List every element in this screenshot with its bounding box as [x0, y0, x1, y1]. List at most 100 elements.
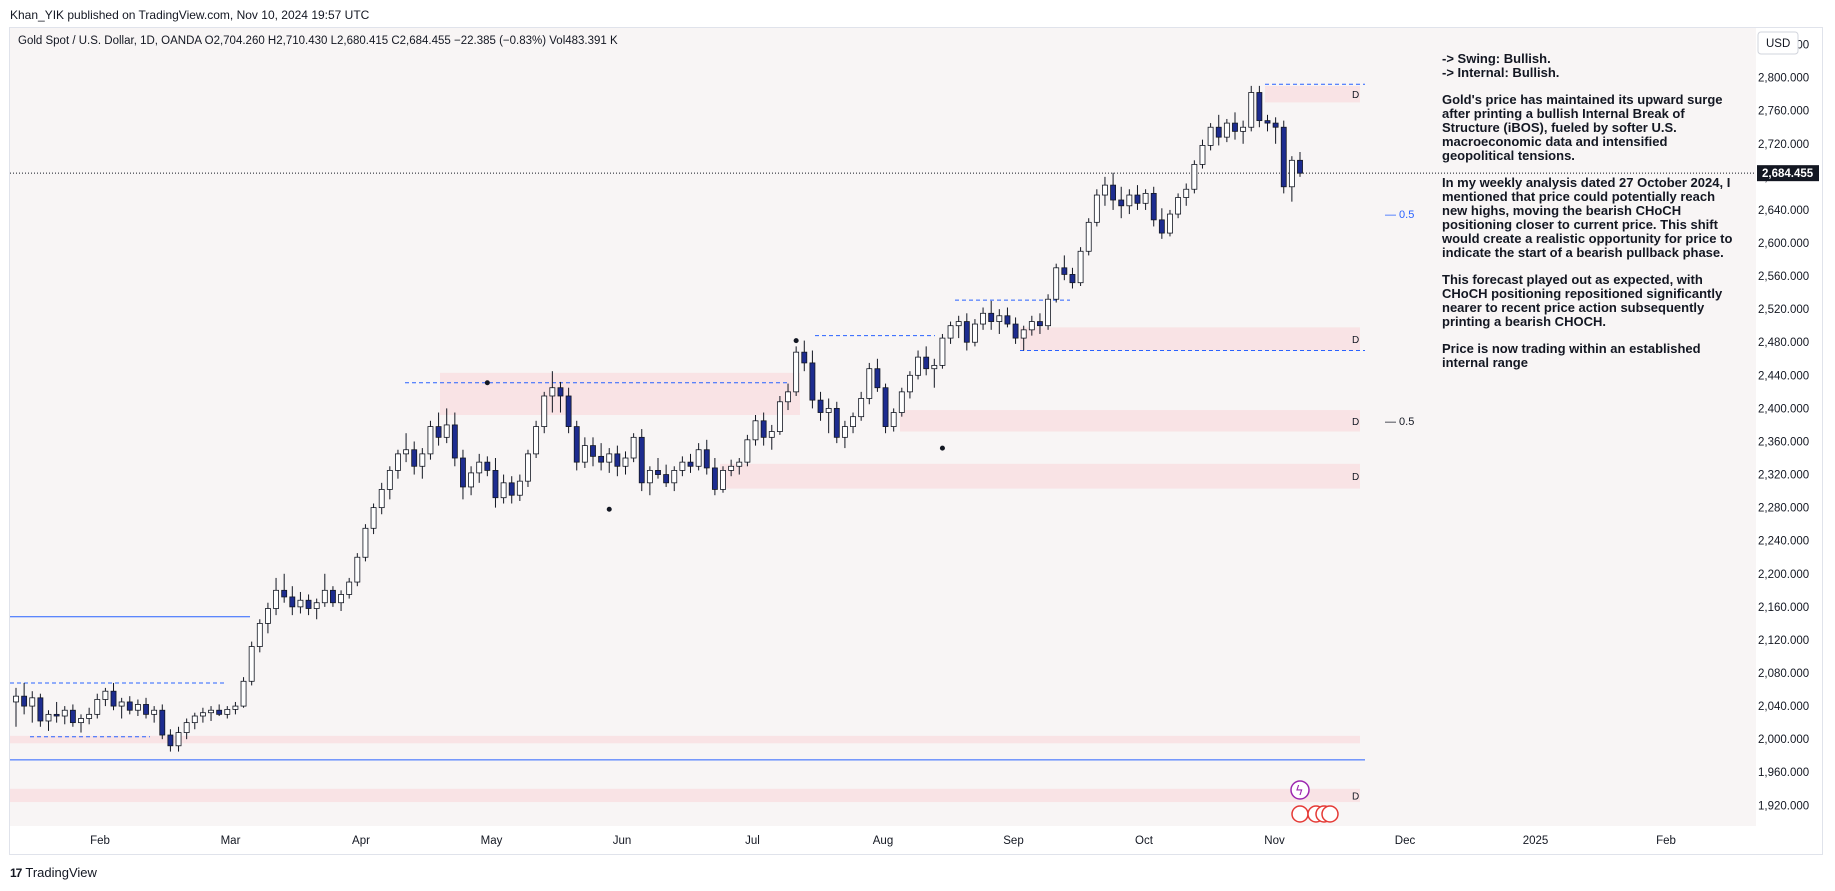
candle-body[interactable]	[110, 690, 117, 707]
demand-zone[interactable]	[10, 735, 1360, 744]
demand-zone[interactable]	[440, 372, 800, 416]
candle-body[interactable]	[793, 351, 800, 393]
candle-body[interactable]	[1207, 126, 1214, 146]
candle-body[interactable]	[94, 699, 101, 715]
demand-zone[interactable]	[1020, 327, 1360, 351]
candle-body[interactable]	[411, 449, 418, 467]
candle-body[interactable]	[1134, 194, 1141, 204]
candle-body[interactable]	[1077, 250, 1084, 284]
candle-body[interactable]	[21, 695, 28, 707]
candle-body[interactable]	[134, 704, 141, 711]
candle-body[interactable]	[126, 701, 133, 711]
chart-frame[interactable]	[9, 27, 1823, 855]
candle-body[interactable]	[175, 732, 182, 747]
candle-body[interactable]	[841, 426, 848, 438]
candle-body[interactable]	[443, 424, 450, 438]
candle-body[interactable]	[752, 420, 759, 441]
candle-body[interactable]	[581, 445, 588, 463]
candle-body[interactable]	[963, 321, 970, 343]
candle-body[interactable]	[492, 470, 499, 499]
candle-body[interactable]	[663, 474, 670, 484]
candle-body[interactable]	[516, 480, 523, 496]
candle-body[interactable]	[760, 420, 767, 438]
demand-zone[interactable]	[1265, 85, 1360, 103]
candle-body[interactable]	[354, 556, 361, 583]
tradingview-footer[interactable]: 17 TradingView	[10, 865, 97, 880]
candle-body[interactable]	[1102, 184, 1108, 196]
candle-body[interactable]	[1191, 164, 1198, 190]
event-lightning-icon[interactable]	[1290, 780, 1310, 800]
candle-body[interactable]	[1240, 126, 1247, 132]
candle-body[interactable]	[939, 337, 946, 366]
candle-body[interactable]	[476, 461, 483, 474]
demand-zone[interactable]	[10, 788, 1360, 803]
candle-body[interactable]	[1093, 194, 1100, 223]
candle-body[interactable]	[61, 709, 68, 717]
candle-body[interactable]	[720, 470, 726, 490]
candle-body[interactable]	[1150, 192, 1157, 221]
candle-body[interactable]	[655, 470, 661, 475]
candle-body[interactable]	[1167, 213, 1173, 234]
candle-body[interactable]	[240, 680, 247, 707]
candle-body[interactable]	[1085, 221, 1092, 252]
candle-body[interactable]	[460, 457, 466, 488]
candle-body[interactable]	[1110, 184, 1117, 201]
candle-body[interactable]	[216, 709, 223, 715]
candle-body[interactable]	[500, 482, 507, 499]
candle-body[interactable]	[695, 449, 702, 467]
candle-body[interactable]	[776, 401, 783, 432]
candle-body[interactable]	[1045, 298, 1051, 327]
currency-box[interactable]	[1757, 31, 1799, 55]
candle-body[interactable]	[850, 416, 856, 427]
candle-body[interactable]	[346, 581, 353, 595]
candle-body[interactable]	[988, 312, 995, 322]
candle-body[interactable]	[1199, 145, 1206, 165]
economic-event-flag-icon[interactable]	[1291, 805, 1309, 823]
candle-body[interactable]	[29, 697, 36, 707]
candle-body[interactable]	[565, 395, 572, 427]
candle-body[interactable]	[468, 472, 475, 488]
candle-body[interactable]	[151, 709, 158, 715]
candle-body[interactable]	[679, 461, 686, 471]
candle-body[interactable]	[370, 507, 377, 529]
candle-body[interactable]	[736, 461, 743, 467]
candle-body[interactable]	[45, 713, 52, 722]
candle-body[interactable]	[638, 436, 645, 484]
candle-body[interactable]	[630, 436, 637, 459]
candle-body[interactable]	[606, 453, 613, 463]
candle-body[interactable]	[289, 596, 296, 608]
candle-body[interactable]	[996, 315, 1003, 322]
candle-body[interactable]	[1126, 194, 1133, 207]
candle-body[interactable]	[435, 426, 442, 438]
candle-body[interactable]	[378, 489, 385, 509]
candle-body[interactable]	[386, 470, 393, 490]
candle-body[interactable]	[728, 465, 735, 471]
candle-body[interactable]	[191, 715, 198, 724]
candle-body[interactable]	[768, 431, 775, 438]
candle-body[interactable]	[1232, 122, 1238, 132]
candle-body[interactable]	[362, 527, 369, 558]
candle-body[interactable]	[37, 697, 44, 722]
candle-body[interactable]	[1297, 159, 1303, 174]
candle-body[interactable]	[687, 461, 694, 467]
candle-body[interactable]	[427, 426, 434, 455]
candle-body[interactable]	[1020, 329, 1027, 339]
candle-body[interactable]	[256, 622, 263, 647]
candle-body[interactable]	[281, 589, 288, 598]
candle-body[interactable]	[183, 722, 190, 733]
candle-body[interactable]	[273, 589, 279, 609]
candle-body[interactable]	[972, 323, 978, 343]
demand-zone[interactable]	[720, 463, 1360, 489]
candle-body[interactable]	[525, 453, 531, 482]
candle-body[interactable]	[874, 368, 881, 389]
candle-body[interactable]	[53, 713, 60, 717]
candle-body[interactable]	[825, 407, 832, 413]
candle-body[interactable]	[313, 602, 320, 609]
candle-body[interactable]	[1175, 197, 1182, 215]
candle-body[interactable]	[598, 455, 605, 463]
candle-body[interactable]	[1223, 122, 1230, 138]
candle-body[interactable]	[1288, 159, 1295, 188]
candle-body[interactable]	[143, 704, 149, 715]
last-price-tag[interactable]	[1757, 165, 1819, 182]
